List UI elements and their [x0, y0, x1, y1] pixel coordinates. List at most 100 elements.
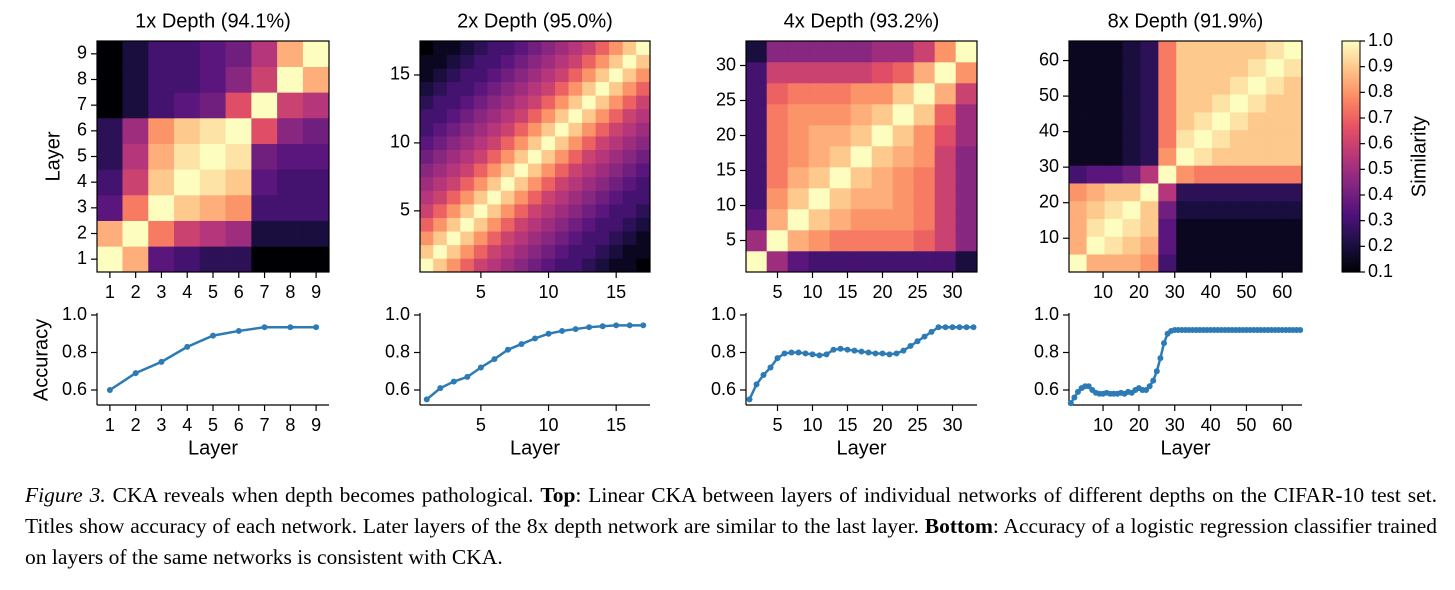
colorbar-swatch	[1342, 148, 1360, 152]
heatmap-cell	[96, 66, 124, 93]
point	[788, 349, 795, 356]
colorbar-swatch	[1342, 164, 1360, 167]
heatmap-cell	[808, 166, 831, 189]
heatmap-cell	[595, 230, 610, 246]
colorbar-swatch	[1342, 233, 1360, 237]
heatmap-cell	[302, 194, 330, 221]
y-tick-label: 0.6	[62, 379, 87, 399]
colorbar-swatch	[1342, 227, 1360, 231]
y-tick-label: 9	[77, 43, 87, 63]
heatmap-cell	[1104, 129, 1124, 148]
colorbar-swatch	[1342, 106, 1360, 109]
heatmap-cell	[446, 122, 461, 137]
x-tick-label: 9	[311, 415, 321, 435]
heatmap-cell	[871, 187, 894, 210]
heatmap-cell	[1212, 218, 1231, 237]
colorbar-swatch	[1342, 50, 1360, 54]
colorbar-tick-label: 1.0	[1368, 30, 1393, 50]
heatmap-cell	[787, 145, 810, 168]
heatmap-cell	[225, 92, 252, 119]
heatmap-cell	[1212, 40, 1231, 60]
y-tick-label: 20	[1039, 191, 1059, 211]
heatmap-cell	[1283, 58, 1303, 77]
x-tick-label: 40	[1201, 415, 1221, 435]
colorbar-swatch	[1342, 66, 1360, 69]
heatmap-cell	[433, 203, 448, 218]
heatmap-cell	[473, 176, 488, 191]
heatmap-cell	[595, 162, 610, 178]
heatmap-cell	[622, 81, 637, 96]
heatmap-cell	[473, 40, 488, 55]
heatmap-cell	[1194, 111, 1213, 131]
heatmap-cell	[787, 187, 810, 210]
heatmap-cell	[433, 190, 448, 205]
heatmap-cell	[636, 54, 651, 69]
heatmap-cell	[568, 258, 583, 273]
heatmap-cell	[1212, 253, 1231, 273]
heatmap-cell	[913, 166, 936, 189]
x-tick-label: 5	[476, 282, 486, 302]
point	[518, 341, 525, 348]
heatmap-cell	[636, 40, 651, 55]
heatmap-cell	[1230, 218, 1249, 237]
heatmap-cell	[541, 67, 556, 83]
colorbar-tick-label: 0.5	[1368, 158, 1393, 178]
heatmap-cell	[1122, 58, 1141, 77]
heatmap-cell	[460, 230, 475, 246]
heatmap-cell	[1176, 147, 1195, 166]
heatmap-cell	[568, 95, 583, 110]
heatmap-cell	[554, 203, 570, 218]
heatmap-cell	[473, 217, 488, 232]
heatmap-cell	[1104, 200, 1124, 219]
heatmap-cell	[1194, 200, 1213, 219]
heatmap-cell	[871, 124, 894, 147]
heatmap-cell	[1230, 200, 1249, 219]
heatmap-cell	[955, 103, 978, 126]
heatmap-cell	[609, 122, 624, 137]
heatmap-cell	[446, 203, 461, 218]
x-tick-label: 20	[1129, 415, 1149, 435]
colorbar-swatch	[1342, 77, 1360, 81]
heatmap-cell	[199, 66, 227, 93]
heatmap-cell	[302, 117, 330, 144]
heatmap-cell	[595, 122, 610, 137]
x-tick-label: 8	[285, 282, 295, 302]
colorbar-swatch	[1342, 75, 1360, 79]
point	[106, 387, 113, 393]
heatmap-cell	[1086, 129, 1106, 148]
x-tick-label: 2	[131, 415, 141, 435]
heatmap-cell	[433, 149, 448, 164]
heatmap-cell	[174, 220, 201, 247]
heatmap-cell	[541, 81, 556, 96]
heatmap-cell	[514, 81, 529, 96]
heatmap-cell	[1265, 111, 1285, 131]
chart-title: 2x Depth (95.0%)	[457, 10, 613, 32]
heatmap-cell	[636, 108, 651, 123]
heatmap-cell	[473, 190, 488, 205]
heatmap-cell	[174, 143, 201, 170]
point	[1067, 400, 1074, 407]
heatmap-cell	[595, 54, 610, 69]
y-tick-label: 1.0	[62, 304, 87, 324]
heatmap-cell	[460, 176, 475, 191]
heatmap-cell	[582, 149, 597, 164]
heatmap-cell	[766, 187, 789, 210]
colorbar-swatch	[1342, 218, 1360, 221]
heatmap-cell	[1283, 147, 1303, 166]
x-axis-label: Layer	[188, 437, 238, 459]
colorbar-swatch	[1342, 52, 1360, 56]
point	[586, 324, 593, 331]
heatmap-cell	[527, 149, 543, 164]
colorbar-swatch	[1342, 46, 1360, 50]
heatmap-cell	[554, 149, 570, 164]
heatmap-cell	[148, 117, 175, 144]
heatmap-cell	[1230, 236, 1249, 255]
point	[640, 322, 647, 329]
heatmap-cell	[433, 108, 448, 123]
heatmap-cell	[419, 162, 434, 178]
heatmap-cell	[934, 250, 957, 273]
heatmap-cell	[787, 124, 810, 147]
colorbar-swatch	[1342, 60, 1360, 63]
heatmap-cell	[122, 194, 149, 221]
heatmap-cell	[622, 162, 637, 178]
